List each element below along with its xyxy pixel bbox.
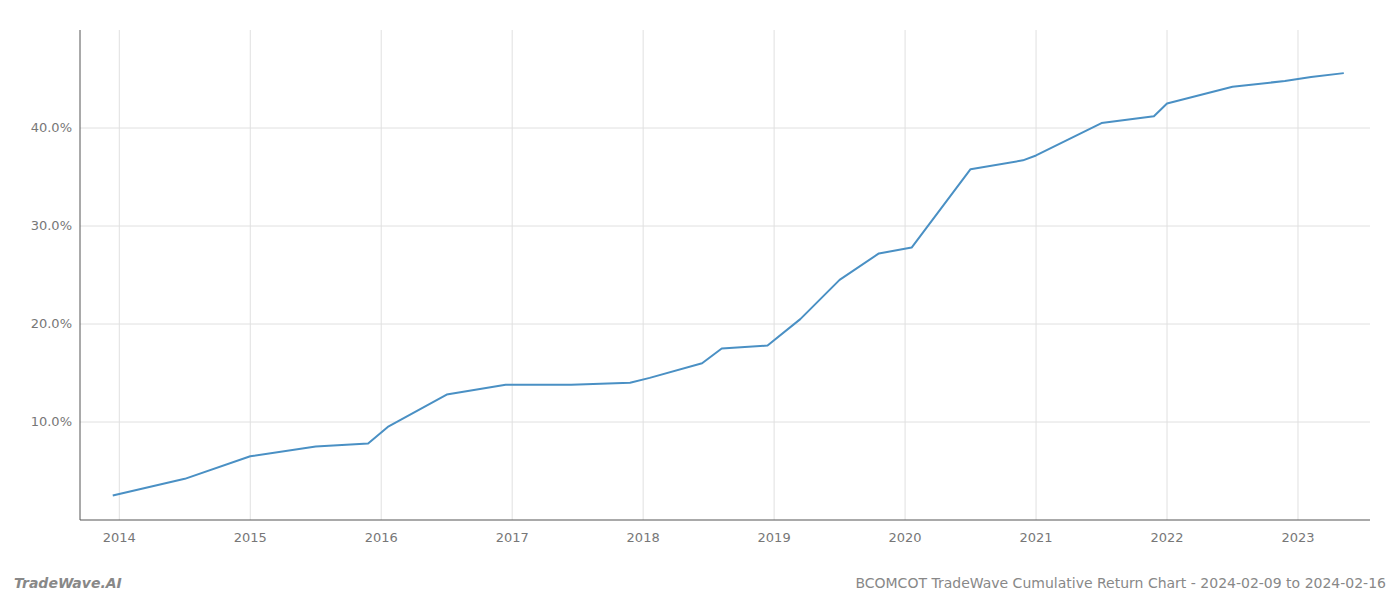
x-grid-line [643,30,644,520]
x-tick-labels: 2014 2015 2016 2017 2018 2019 2020 2021 2022 2023 [103,530,1315,545]
title: BCOMCOT TradeWave Cumulative Return Char… [855,575,1386,591]
series-line [113,73,1344,495]
y-tick-label: 30.0% [31,218,72,233]
y-grid-line [80,226,1370,227]
y-grid-line [80,128,1370,129]
grid [80,30,1370,520]
y-tick-labels: 10.0% 20.0% 30.0% 40.0% [31,120,72,429]
x-grid-line [250,30,251,520]
x-grid-line [1036,30,1037,520]
x-tick-label: 2023 [1281,530,1314,545]
x-tick-label: 2015 [234,530,267,545]
x-tick-label: 2019 [758,530,791,545]
x-grid-line [512,30,513,520]
y-grid-line [80,422,1370,423]
x-tick-label: 2021 [1019,530,1052,545]
y-tick-label: 40.0% [31,120,72,135]
x-tick-label: 2017 [496,530,529,545]
x-tick-label: 2018 [627,530,660,545]
y-axis-line [80,30,81,520]
x-tick-label: 2020 [889,530,922,545]
y-tick-label: 20.0% [31,316,72,331]
x-grid-line [381,30,382,520]
x-tick-label: 2022 [1150,530,1183,545]
plot-area [113,73,1344,495]
x-grid-line [774,30,775,520]
x-grid-line [905,30,906,520]
x-tick-label: 2014 [103,530,136,545]
watermark: TradeWave.AI [14,575,122,591]
x-grid-line [119,30,120,520]
x-axis-line [80,520,1370,521]
chart: 2014 2015 2016 2017 2018 2019 2020 2021 2022 2023… [0,0,1400,600]
y-tick-label: 10.0% [31,414,72,429]
x-tick-label: 2016 [365,530,398,545]
x-grid-line [1297,30,1298,520]
y-grid-line [80,324,1370,325]
background [0,0,1400,600]
